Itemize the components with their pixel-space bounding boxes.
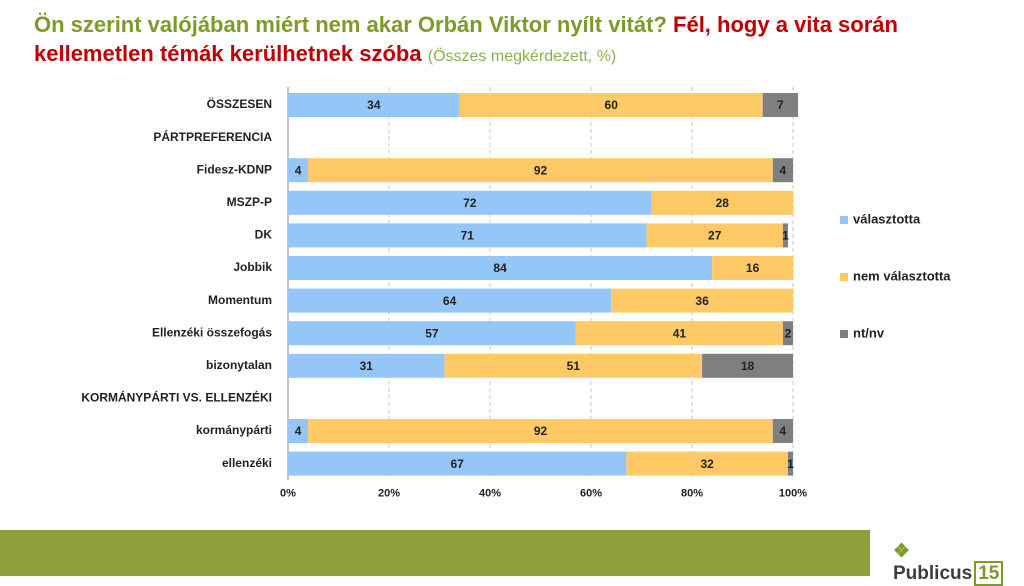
category-label: kormánypárti bbox=[196, 423, 272, 437]
bar-segment bbox=[459, 93, 763, 117]
chart-title-highlight: Fél, hogy a vita során kellemetlen témák… bbox=[34, 12, 898, 66]
bar-segment bbox=[651, 190, 793, 215]
bar-segment bbox=[611, 288, 793, 313]
bar-segment bbox=[702, 353, 793, 378]
data-label: 57 bbox=[425, 326, 439, 340]
bar-segment bbox=[626, 451, 788, 476]
data-label: 27 bbox=[708, 229, 722, 243]
bar-segment bbox=[646, 223, 783, 248]
footer-bar bbox=[0, 530, 870, 576]
bar-segment bbox=[712, 256, 793, 280]
data-label: 34 bbox=[367, 98, 381, 112]
legend-label: választotta bbox=[853, 211, 921, 226]
category-label: ellenzéki bbox=[222, 456, 272, 470]
logo-number: 15 bbox=[974, 561, 1004, 586]
bar-segment bbox=[288, 158, 309, 183]
bar-segment bbox=[762, 93, 799, 117]
data-label: 92 bbox=[534, 424, 548, 438]
data-label: 41 bbox=[673, 326, 687, 340]
bar-segment bbox=[575, 321, 783, 346]
data-label: 18 bbox=[741, 359, 755, 373]
bar-segment bbox=[782, 321, 793, 346]
x-tick-label: 80% bbox=[681, 488, 703, 500]
bar-segment bbox=[782, 223, 788, 248]
data-label: 1 bbox=[782, 229, 789, 243]
bar-segment bbox=[772, 158, 793, 183]
data-label: 4 bbox=[780, 163, 787, 177]
bar-segment bbox=[288, 321, 576, 346]
data-label: 4 bbox=[295, 424, 302, 438]
category-label: Fidesz-KDNP bbox=[197, 162, 272, 176]
category-label: DK bbox=[255, 228, 273, 242]
x-tick-label: 60% bbox=[580, 488, 602, 500]
bar-segment bbox=[288, 93, 460, 117]
bar-segment bbox=[787, 451, 793, 476]
legend-swatch bbox=[840, 330, 848, 338]
bar-segment bbox=[772, 419, 793, 443]
title-block: Ön szerint valójában miért nem akar Orbá… bbox=[34, 10, 994, 71]
chart-subtitle: (Összes megkérdezett, %) bbox=[427, 48, 617, 65]
data-label: 31 bbox=[360, 359, 374, 373]
data-label: 16 bbox=[746, 261, 760, 275]
bar-segment bbox=[288, 256, 713, 280]
bar-segment bbox=[288, 190, 652, 215]
legend-label: nem választotta bbox=[853, 268, 951, 283]
chart: 0% 20% 40% 60% 80% 100% ÖSSZESEN 34 60 7 PÁRTPREFE… bbox=[81, 87, 951, 500]
bar-segment bbox=[288, 451, 627, 476]
legend-swatch bbox=[840, 273, 848, 281]
bar-segment bbox=[444, 353, 703, 378]
data-label: 51 bbox=[567, 359, 581, 373]
x-tick-label: 40% bbox=[479, 488, 501, 500]
x-tick-label: 20% bbox=[378, 488, 400, 500]
bar-segment bbox=[288, 419, 309, 443]
bar-segment bbox=[308, 419, 773, 443]
bar-segment bbox=[288, 223, 647, 248]
data-label: 4 bbox=[780, 424, 787, 438]
category-label: bizonytalan bbox=[206, 358, 272, 372]
data-label: 60 bbox=[605, 98, 619, 112]
data-label: 71 bbox=[461, 229, 475, 243]
chart-title: Ön szerint valójában miért nem akar Orbá… bbox=[34, 12, 667, 37]
data-label: 28 bbox=[716, 196, 730, 210]
data-label: 7 bbox=[777, 98, 784, 112]
data-label: 2 bbox=[785, 326, 792, 340]
logo-brand: Publicus bbox=[893, 563, 973, 584]
legend-label: nt/nv bbox=[853, 325, 885, 340]
bar-segment bbox=[308, 158, 773, 183]
category-label: Jobbik bbox=[233, 260, 272, 274]
data-label: 67 bbox=[450, 457, 464, 471]
category-label: MSZP-P bbox=[227, 195, 272, 209]
category-label: Momentum bbox=[208, 293, 272, 307]
x-tick-label: 100% bbox=[779, 488, 807, 500]
data-label: 32 bbox=[700, 457, 714, 471]
bar-segment bbox=[288, 353, 445, 378]
category-label: PÁRTPREFERENCIA bbox=[153, 129, 272, 144]
data-label: 36 bbox=[695, 294, 709, 308]
category-label: KORMÁNYPÁRTI VS. ELLENZÉKI bbox=[81, 390, 272, 405]
data-label: 72 bbox=[463, 196, 477, 210]
data-label: 4 bbox=[295, 163, 302, 177]
x-tick-label: 0% bbox=[280, 488, 296, 500]
logo: ❖ Publicus 15 bbox=[893, 540, 1024, 586]
data-label: 92 bbox=[534, 163, 548, 177]
data-label: 84 bbox=[493, 261, 507, 275]
legend-swatch bbox=[840, 216, 848, 224]
data-label: 1 bbox=[787, 457, 794, 471]
category-label: Ellenzéki összefogás bbox=[152, 325, 272, 339]
data-label: 64 bbox=[443, 294, 457, 308]
category-label: ÖSSZESEN bbox=[207, 96, 272, 111]
bar-segment bbox=[288, 288, 612, 313]
